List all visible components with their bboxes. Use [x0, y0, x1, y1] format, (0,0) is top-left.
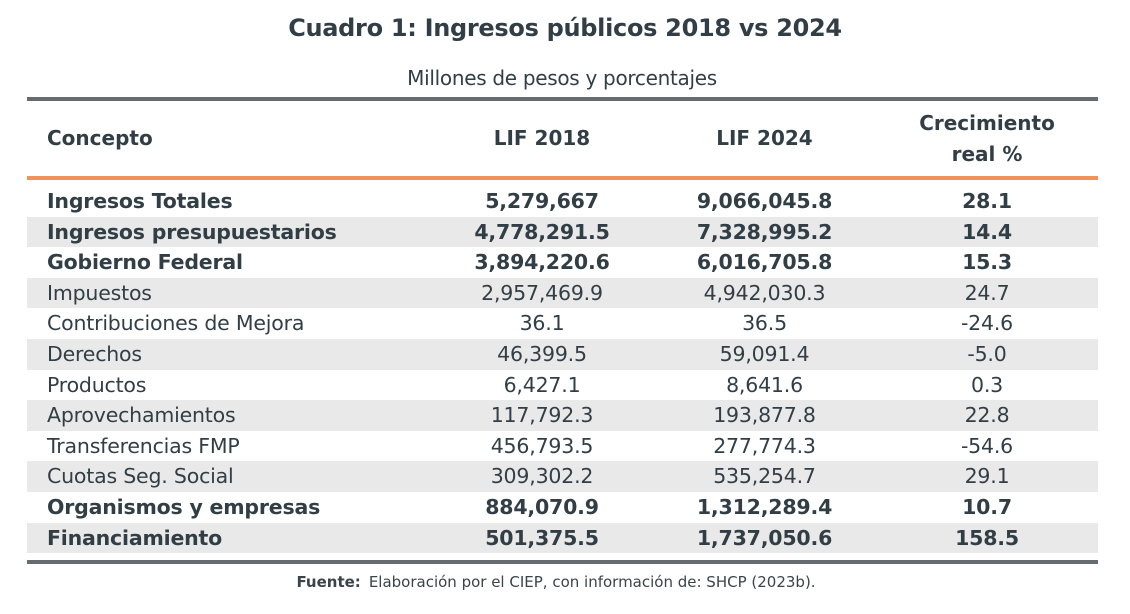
table-title: Cuadro 1: Ingresos públicos 2018 vs 2024	[288, 14, 842, 42]
row-concepto: Cuotas Seg. Social	[47, 464, 234, 489]
table-row: Transferencias FMP 456,793.5 277,774.3 -54.…	[27, 431, 1098, 462]
row-concepto: Contribuciones de Mejora	[47, 311, 305, 336]
row-lif-2024: 8,641.6	[726, 372, 803, 397]
row-lif-2024: 1,312,289.4	[696, 494, 833, 519]
top-rule	[27, 97, 1098, 101]
row-concepto: Derechos	[47, 341, 142, 366]
row-lif-2024: 535,254.7	[713, 464, 816, 489]
source-label: Fuente:	[296, 573, 361, 591]
row-lif-2024: 277,774.3	[713, 433, 816, 458]
row-lif-2018: 2,957,469.9	[481, 280, 603, 305]
row-lif-2024: 1,737,050.6	[696, 525, 833, 550]
header-lif-2018: LIF 2018	[493, 126, 591, 150]
row-crecimiento: -5.0	[967, 341, 1007, 366]
row-lif-2024: 4,942,030.3	[703, 280, 826, 305]
header-crecimiento-line2: real %	[951, 141, 1023, 166]
row-concepto: Gobierno Federal	[47, 250, 243, 275]
row-crecimiento: 14.4	[962, 219, 1012, 244]
row-crecimiento: 29.1	[964, 464, 1010, 489]
header-crecimiento: Crecimiento real %	[887, 101, 1087, 176]
row-concepto: Impuestos	[47, 280, 152, 305]
header-rule	[27, 176, 1098, 180]
row-concepto: Ingresos Totales	[47, 189, 233, 213]
row-concepto: Organismos y empresas	[47, 494, 321, 519]
row-lif-2018: 4,778,291.5	[474, 219, 610, 244]
row-crecimiento: -54.6	[960, 433, 1014, 458]
table-row: Ingresos presupuestarios 4,778,291.5 7,328…	[27, 216, 1098, 248]
row-lif-2018: 501,375.5	[485, 525, 599, 550]
row-crecimiento: 0.3	[970, 372, 1003, 397]
row-lif-2024: 59,091.4	[719, 341, 810, 366]
table-body: Ingresos Totales 5,279,667 9,066,045.8 28.1…	[27, 186, 1098, 554]
row-crecimiento: 24.7	[964, 280, 1010, 305]
row-crecimiento: 158.5	[955, 525, 1019, 550]
row-lif-2018: 3,894,220.6	[474, 250, 610, 275]
row-lif-2018: 884,070.9	[485, 494, 599, 519]
row-crecimiento: 28.1	[962, 189, 1012, 213]
table-header: Concepto LIF 2018 LIF 2024 Crecimiento re…	[27, 101, 1098, 176]
row-concepto: Aprovechamientos	[47, 403, 236, 428]
source-text: Elaboración por el CIEP, con información…	[368, 573, 816, 591]
row-lif-2018: 117,792.3	[490, 403, 594, 428]
row-crecimiento: 15.3	[962, 250, 1012, 275]
row-lif-2018: 456,793.5	[490, 433, 594, 458]
row-lif-2018: 309,302.2	[490, 464, 594, 489]
row-crecimiento: 10.7	[962, 494, 1012, 519]
table-row: Impuestos 2,957,469.9 4,942,030.3 24.7	[27, 277, 1098, 309]
table-row: Organismos y empresas 884,070.9 1,312,289.…	[27, 492, 1098, 523]
table-row: Financiamiento 501,375.5 1,737,050.6 158.5	[27, 522, 1098, 554]
row-lif-2024: 9,066,045.8	[696, 189, 833, 213]
row-lif-2018: 6,427.1	[503, 372, 581, 397]
table-row: Gobierno Federal 3,894,220.6 6,016,705.8 15…	[27, 247, 1098, 278]
row-concepto: Financiamiento	[47, 525, 223, 550]
header-crecimiento-line1: Crecimiento	[919, 110, 1055, 135]
table-row: Productos 6,427.1 8,641.6 0.3	[27, 370, 1098, 401]
table-row: Contribuciones de Mejora 36.1 36.5 -24.6	[27, 308, 1098, 339]
row-concepto: Transferencias FMP	[47, 433, 240, 458]
row-lif-2018: 36.1	[519, 311, 565, 336]
row-lif-2024: 6,016,705.8	[696, 250, 833, 275]
header-lif-2024: LIF 2024	[716, 126, 813, 150]
row-lif-2024: 7,328,995.2	[696, 219, 833, 244]
row-lif-2018: 5,279,667	[485, 189, 599, 213]
row-lif-2024: 193,877.8	[713, 403, 816, 428]
table-row: Aprovechamientos 117,792.3 193,877.8 22.8	[27, 400, 1098, 431]
table-row: Ingresos Totales 5,279,667 9,066,045.8 28.1	[27, 186, 1098, 217]
table-subtitle: Millones de pesos y porcentajes	[407, 66, 717, 90]
header-concepto: Concepto	[47, 126, 153, 150]
row-concepto: Ingresos presupuestarios	[47, 219, 337, 244]
bottom-rule	[27, 560, 1098, 564]
row-lif-2018: 46,399.5	[497, 341, 587, 366]
row-crecimiento: -24.6	[960, 311, 1014, 336]
row-lif-2024: 36.5	[742, 311, 787, 336]
source-note: Fuente: Elaboración por el CIEP, con info…	[0, 573, 1112, 591]
table-row: Derechos 46,399.5 59,091.4 -5.0	[27, 338, 1098, 370]
row-crecimiento: 22.8	[964, 403, 1010, 428]
row-concepto: Productos	[47, 372, 147, 397]
table-row: Cuotas Seg. Social 309,302.2 535,254.7 29.1	[27, 461, 1098, 492]
